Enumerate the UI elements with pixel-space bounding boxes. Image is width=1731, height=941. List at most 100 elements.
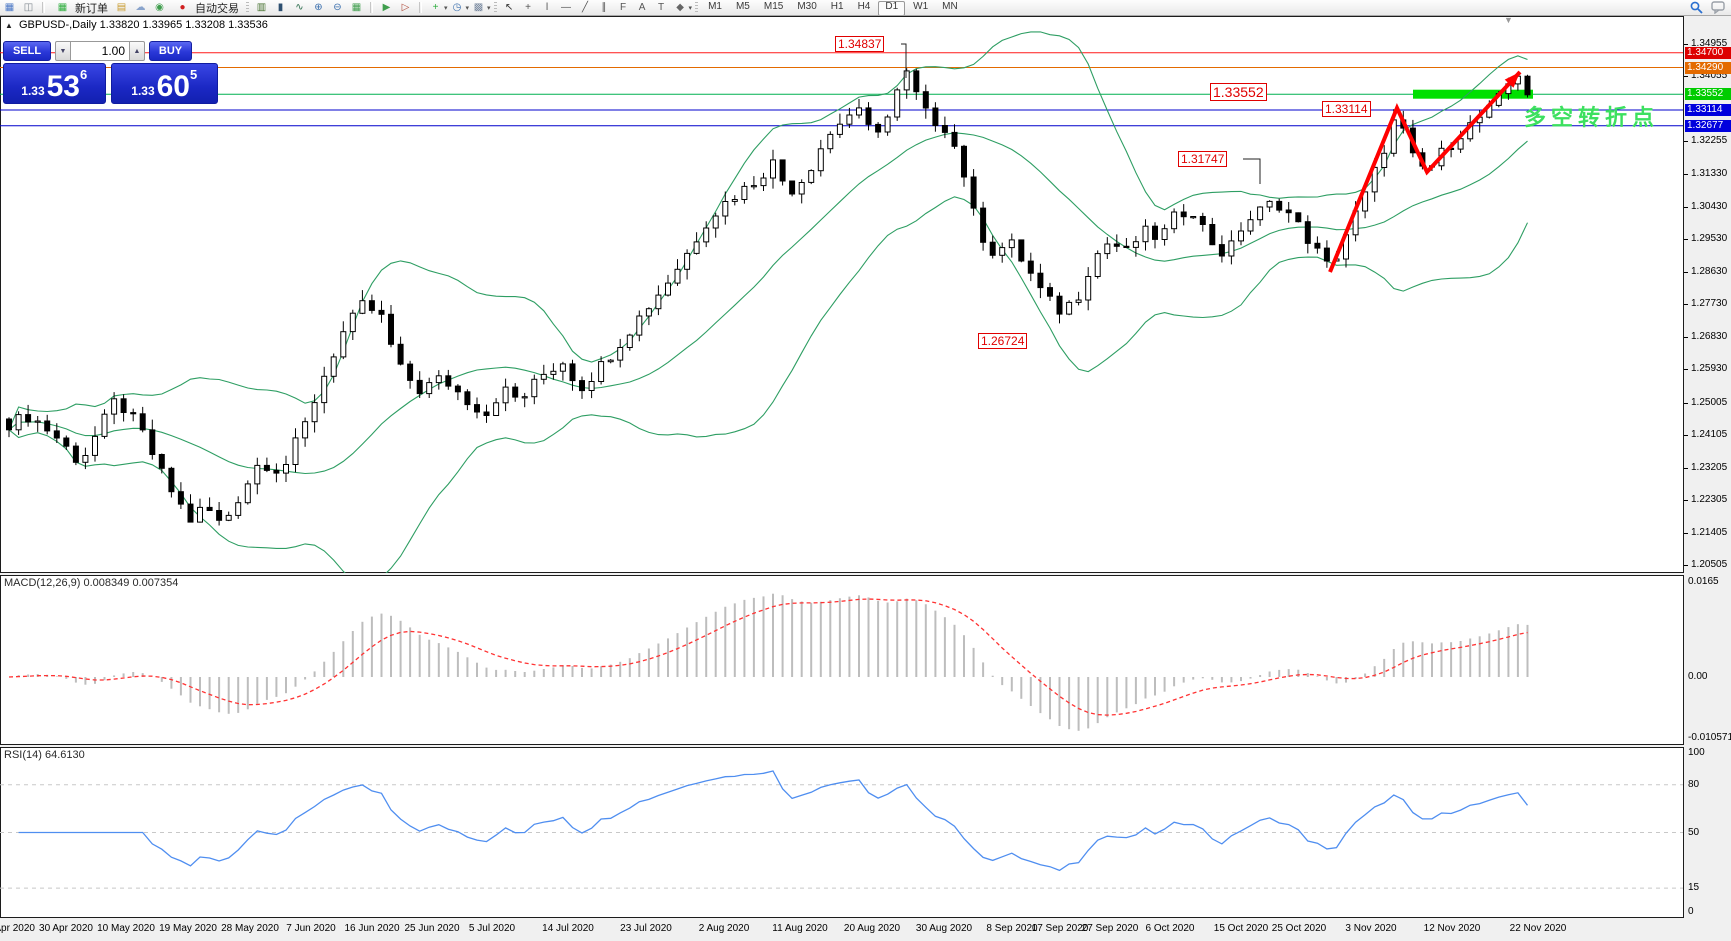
- candle: [808, 170, 815, 183]
- timeframe-m1[interactable]: M1: [708, 0, 722, 12]
- date-label: 27 Sep 2020: [1081, 923, 1139, 934]
- fibonacci-icon[interactable]: F: [619, 2, 627, 13]
- timeframe-mn[interactable]: MN: [942, 0, 958, 12]
- sell-price-display[interactable]: 1.33 53 6: [3, 63, 106, 104]
- candle: [636, 315, 643, 336]
- timeframe-m30[interactable]: M30: [797, 0, 817, 12]
- cursor-icon[interactable]: ↖: [504, 2, 514, 13]
- templates-icon-dropdown[interactable]: ▾: [487, 5, 491, 12]
- chart-title: ▲ GBPUSD-,Daily 1.33820 1.33965 1.33208 …: [5, 19, 268, 31]
- line-chart-icon[interactable]: ∿: [295, 2, 304, 13]
- time-axis[interactable]: 21 Apr 2020 30 Apr 2020 10 May 2020 19 May …: [0, 919, 1731, 941]
- candle: [177, 491, 184, 505]
- date-label: 25 Jun 2020: [404, 923, 460, 934]
- candle: [789, 180, 796, 195]
- price-label-1.31747[interactable]: 1.31747: [1178, 151, 1228, 167]
- crosshair-icon[interactable]: +: [525, 2, 531, 13]
- candle: [1180, 211, 1187, 218]
- auto-scroll-icon[interactable]: ▶: [382, 2, 391, 13]
- zoom-out-icon[interactable]: ⊖: [333, 2, 342, 13]
- candle: [388, 313, 394, 345]
- new-order-button[interactable]: ▦ 新订单: [49, 1, 112, 15]
- zoom-in-icon[interactable]: ⊕: [314, 2, 323, 13]
- autotrade-button[interactable]: ● 自动交易: [169, 1, 243, 15]
- indicators-icon-dropdown[interactable]: ▾: [444, 5, 448, 12]
- price-label-1.34837[interactable]: 1.34837: [835, 36, 885, 52]
- chat-icon[interactable]: [1711, 1, 1725, 14]
- candle: [1257, 206, 1264, 221]
- buy-button[interactable]: BUY: [149, 41, 192, 61]
- trend-arrow[interactable]: [1328, 70, 1522, 273]
- shapes-icon-dropdown[interactable]: ▾: [688, 5, 693, 12]
- axis-tick-label: 1.28630: [1691, 266, 1728, 277]
- shapes-icon[interactable]: ◆: [676, 2, 684, 13]
- cloud-icon[interactable]: ☁: [135, 2, 146, 13]
- candle: [464, 391, 471, 406]
- new-order-label: 新订单: [75, 2, 108, 15]
- tile-windows-icon[interactable]: ▦: [351, 2, 362, 13]
- toolbar-grip: [493, 2, 497, 13]
- volume-down-button[interactable]: ▼: [55, 41, 71, 61]
- date-label: 16 Jun 2020: [344, 923, 400, 934]
- text-label-icon[interactable]: T: [657, 2, 665, 13]
- date-label: 28 May 2020: [221, 923, 279, 934]
- trendline-icon[interactable]: ╱: [582, 2, 589, 13]
- candle: [130, 412, 137, 415]
- axis-tick: [1684, 239, 1688, 240]
- candle: [1276, 200, 1283, 211]
- price-label-1.26724[interactable]: 1.26724: [978, 333, 1028, 349]
- equidistant-channel-icon[interactable]: ∥: [601, 2, 607, 13]
- axis-badge-1.34290: 1.34290: [1685, 62, 1731, 74]
- timeframe-w1[interactable]: W1: [913, 0, 929, 12]
- timeframe-m15[interactable]: M15: [763, 0, 784, 12]
- axis-tick: [1684, 141, 1688, 142]
- vertical-line-icon[interactable]: ǀ: [545, 2, 549, 13]
- periods-icon-dropdown[interactable]: ▾: [465, 5, 470, 12]
- text-icon[interactable]: A: [638, 2, 646, 13]
- candle: [139, 413, 146, 431]
- volume-up-button[interactable]: ▲: [129, 41, 145, 61]
- autotrade-icon: ●: [179, 2, 186, 13]
- new-chart-icon[interactable]: ▦: [4, 2, 15, 13]
- buy-price-display[interactable]: 1.33 60 5: [110, 63, 218, 104]
- templates-icon[interactable]: ▩: [473, 2, 484, 13]
- price-label-1.33114[interactable]: 1.33114: [1322, 101, 1371, 117]
- candlestick-icon[interactable]: ▮: [277, 2, 284, 13]
- bar-chart-icon[interactable]: ▥: [256, 2, 267, 13]
- timeframe-d1[interactable]: D1: [878, 0, 906, 15]
- candle: [750, 185, 757, 188]
- timeframe-h4[interactable]: H4: [857, 0, 871, 12]
- candle: [92, 435, 98, 456]
- candle: [82, 455, 89, 463]
- highlight-band[interactable]: [1413, 89, 1533, 99]
- search-icon[interactable]: [1690, 1, 1703, 14]
- candle: [225, 514, 232, 521]
- annotation-text[interactable]: 多空转折点: [1524, 105, 1660, 130]
- candle: [1247, 219, 1254, 232]
- main-chart-panel[interactable]: [0, 16, 1684, 573]
- candle: [1266, 200, 1273, 208]
- history-center-icon[interactable]: ▤: [116, 2, 127, 13]
- candle: [235, 502, 242, 516]
- chart-shift-icon[interactable]: ▷: [401, 2, 410, 13]
- timeframe-h1[interactable]: H1: [830, 0, 844, 12]
- price-axis[interactable]: 1.34955 1.34055 1.32255 1.31330 1.30430 1.295…: [1684, 16, 1731, 919]
- candle: [1314, 242, 1321, 249]
- toolbar: ▦ ◫ ▦ 新订单 ▤ ☁ ◉ ● 自动交易 ▥ ▮ ∿ ⊕ ⊖ ▦ ▶ ▷ + ▾ ◷ ▾ ▩ ▾ ↖ + ǀ…: [0, 0, 1731, 16]
- price-label-1.33552[interactable]: 1.33552: [1210, 83, 1267, 101]
- volume-field[interactable]: 1.00: [71, 41, 129, 61]
- periods-icon[interactable]: ◷: [452, 2, 462, 13]
- candle: [311, 402, 318, 423]
- sell-button[interactable]: SELL: [3, 41, 51, 61]
- timeframe-m5[interactable]: M5: [735, 0, 750, 12]
- candle: [617, 347, 624, 361]
- candle: [111, 398, 118, 415]
- signal-icon[interactable]: ◉: [155, 2, 164, 13]
- candle: [254, 464, 261, 485]
- indicators-icon[interactable]: +: [432, 2, 439, 13]
- candle: [693, 241, 700, 254]
- market-watch-icon[interactable]: ◫: [23, 2, 34, 13]
- candle: [34, 420, 41, 423]
- horizontal-line-icon[interactable]: ―: [561, 2, 572, 13]
- autotrade-label: 自动交易: [195, 2, 239, 15]
